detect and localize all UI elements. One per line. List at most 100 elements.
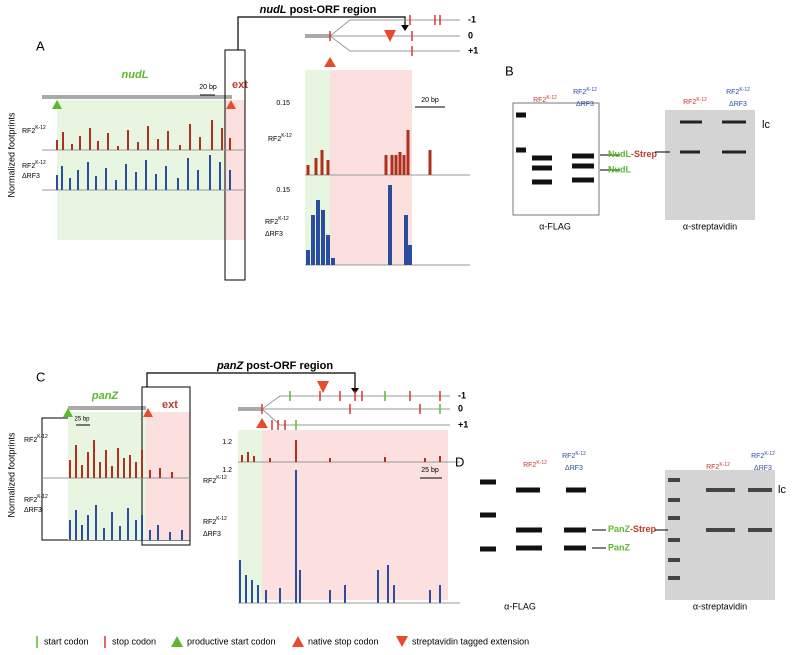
lane-label: RF2K-12 <box>726 87 750 96</box>
band-arrows <box>592 529 606 549</box>
bands <box>516 112 594 185</box>
blot <box>665 110 755 220</box>
ext-label: ext <box>162 399 178 411</box>
lc-label: lc <box>762 119 770 131</box>
panel-label: D <box>455 454 464 469</box>
ext-shade <box>146 412 190 540</box>
stop-codons <box>261 391 441 430</box>
footprint-profile <box>241 440 441 462</box>
sample-label: RF2K-12 <box>22 160 46 170</box>
region-title: panZ post-ORF region <box>216 360 333 372</box>
sample-label: RF2K-12 <box>203 475 227 485</box>
orf-shade <box>57 100 225 240</box>
arrowhead <box>401 25 409 31</box>
y-tick-label: 1.2 <box>222 467 232 474</box>
gene-bar <box>42 95 232 99</box>
legend-symbol <box>396 636 408 647</box>
band-label: PanZ <box>608 542 631 552</box>
lane-label: ΔRF3 <box>576 101 594 108</box>
panel-label: B <box>505 63 514 78</box>
blot-label: α-streptavidin <box>693 601 747 611</box>
frame-label: +1 <box>468 45 478 55</box>
frame-lines <box>329 19 460 52</box>
y-axis-label: Normalized footprints <box>6 112 16 198</box>
ext-shade <box>225 100 245 240</box>
band-arrows <box>600 154 620 171</box>
frame-label: 0 <box>458 403 463 413</box>
frame-label: 0 <box>468 30 473 40</box>
frame-label: +1 <box>458 419 468 429</box>
sample-label: ΔRF3 <box>265 231 283 238</box>
footprint-profile <box>69 440 173 478</box>
bands <box>480 479 586 552</box>
gene-bar <box>68 406 146 410</box>
panel-label: C <box>36 369 45 384</box>
scale-label: 25 bp <box>421 467 439 474</box>
sample-label: RF2K-12 <box>24 494 48 504</box>
gene-name: panZ <box>91 390 120 402</box>
band-label: NudL <box>608 164 631 174</box>
start-triangle <box>63 408 73 417</box>
lane-label: ΔRF3 <box>565 465 583 472</box>
legend-symbol <box>171 636 183 647</box>
bands <box>668 478 772 580</box>
stop-triangle <box>143 408 153 417</box>
frame-label: -1 <box>468 14 476 24</box>
lane-label: ΔRF3 <box>754 465 772 472</box>
footprint-profile <box>306 130 432 175</box>
arrow <box>237 16 406 50</box>
footprint-profile <box>239 470 441 603</box>
tag-triangle <box>384 30 396 42</box>
scale-label: 20 bp <box>199 84 217 91</box>
scale-label: 25 bp <box>74 417 90 423</box>
frame-lines <box>261 395 450 426</box>
lane-label: RF2K-12 <box>573 87 597 96</box>
gene-bar <box>238 407 262 411</box>
frame-label: -1 <box>458 390 466 400</box>
lane-label: RF2K-12 <box>751 451 775 460</box>
lane-label: RF2K-12 <box>683 97 707 106</box>
sample-label: RF2K-12 <box>24 434 48 444</box>
blot-label: α-FLAG <box>504 601 536 611</box>
footprint-profile <box>56 155 231 190</box>
ext-box <box>224 49 246 281</box>
lc-label: lc <box>778 484 786 496</box>
y-tick-label: 0.15 <box>276 100 290 107</box>
band-label: NudL-Strep <box>608 149 658 159</box>
band-label: PanZ-Strep <box>608 524 657 534</box>
lane-label: RF2K-12 <box>523 460 547 469</box>
sample-label: RF2K-12 <box>22 125 46 135</box>
scale-label: 20 bp <box>421 97 439 104</box>
legend-label: start codon <box>44 636 89 646</box>
footprint-profile <box>69 505 183 540</box>
y-axis-label: Normalized footprints <box>6 432 16 518</box>
y-tick-label: 0.15 <box>276 187 290 194</box>
blot <box>512 102 600 216</box>
blot-label: α-streptavidin <box>683 221 737 231</box>
region-title: nudL post-ORF region <box>260 4 377 16</box>
tag-triangle <box>317 381 329 393</box>
sample-label: ΔRF3 <box>22 173 40 180</box>
blot <box>473 475 560 595</box>
sample-label: ΔRF3 <box>24 507 42 514</box>
legend-label: streptavidin tagged extension <box>412 636 529 646</box>
blot-label: α-FLAG <box>539 221 571 231</box>
sample-label: RF2K-12 <box>265 216 289 226</box>
gene-bar <box>305 34 330 38</box>
ext-shade <box>330 70 412 265</box>
legend-symbol <box>292 636 304 647</box>
legend-label: stop codon <box>112 636 156 646</box>
legend-label: native stop codon <box>308 636 379 646</box>
arrow <box>146 372 356 390</box>
stop-triangle <box>256 418 268 428</box>
lane-label: ΔRF3 <box>729 101 747 108</box>
sample-label: RF2K-12 <box>203 516 227 526</box>
sample-label: RF2K-12 <box>268 133 292 143</box>
footprint-profile <box>56 120 231 150</box>
footprint-profile <box>306 185 412 265</box>
ext-shade <box>262 430 448 600</box>
lane-label: RF2K-12 <box>533 95 557 104</box>
lane-label: RF2K-12 <box>706 462 730 471</box>
stop-triangle <box>226 100 236 109</box>
